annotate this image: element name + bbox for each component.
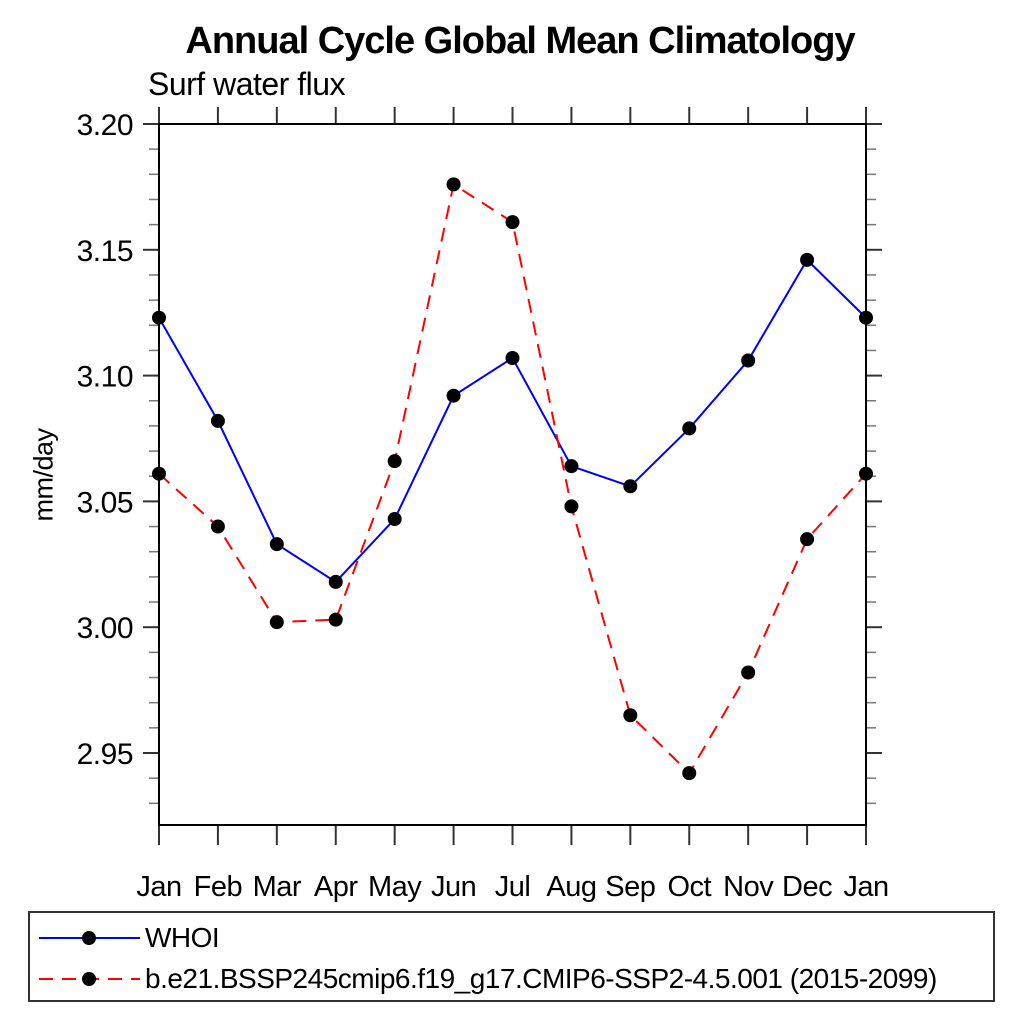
svg-text:3.20: 3.20 [77, 109, 133, 142]
data-series [152, 177, 873, 781]
legend-marker-icon [82, 972, 96, 986]
svg-text:Apr: Apr [314, 871, 358, 903]
legend-label: b.e21.BSSP245cmip6.f19_g17.CMIP6-SSP2-4.… [145, 963, 937, 994]
svg-text:Oct: Oct [667, 871, 711, 903]
legend-line-dashed-icon [39, 972, 140, 986]
legend-item-model: b.e21.BSSP245cmip6.f19_g17.CMIP6-SSP2-4.… [39, 963, 937, 994]
svg-text:May: May [368, 871, 422, 903]
svg-text:3.00: 3.00 [77, 612, 133, 645]
svg-text:Feb: Feb [194, 871, 242, 903]
svg-text:Aug: Aug [546, 871, 596, 903]
legend-box: WHOI b.e21.BSSP245cmip6.f19_g17.CMIP6-SS… [28, 911, 995, 1002]
legend-item-whoi: WHOI [39, 922, 220, 953]
chart-title: Annual Cycle Global Mean Climatology [185, 20, 855, 62]
svg-text:2.95: 2.95 [77, 738, 133, 771]
svg-text:Jul: Jul [495, 871, 531, 903]
svg-text:3.15: 3.15 [77, 235, 133, 268]
svg-text:Jan: Jan [136, 871, 181, 903]
legend-marker-icon [82, 931, 96, 945]
svg-text:Dec: Dec [782, 871, 832, 903]
svg-text:Jan: Jan [843, 871, 888, 903]
svg-text:Sep: Sep [605, 871, 655, 903]
svg-text:Mar: Mar [253, 871, 302, 903]
plot-border [158, 123, 867, 826]
svg-text:3.10: 3.10 [77, 361, 133, 394]
axis-ticks [143, 107, 882, 845]
svg-text:Jun: Jun [431, 871, 476, 903]
legend-label: WHOI [145, 922, 220, 953]
axis-tick-labels: 2.95 3.00 3.05 3.10 3.15 3.20 Jan Feb Mar Apr May J… [77, 109, 890, 903]
svg-text:Nov: Nov [723, 871, 774, 903]
svg-text:3.05: 3.05 [77, 486, 133, 519]
legend-line-solid-icon [39, 931, 140, 945]
chart-subtitle: Surf water flux [148, 66, 346, 102]
